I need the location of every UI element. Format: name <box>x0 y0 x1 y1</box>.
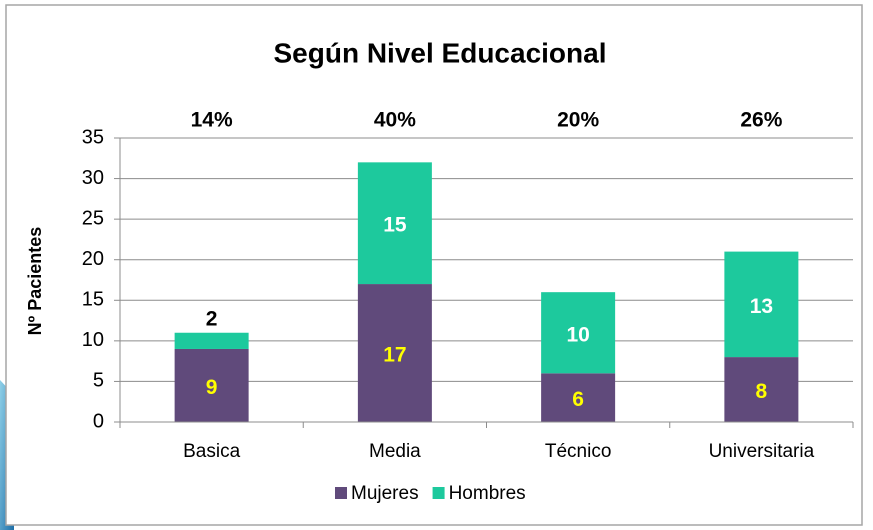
chart-title: Según Nivel Educacional <box>274 37 607 68</box>
percent-annotation: 40% <box>374 109 416 132</box>
x-tick-label: Técnico <box>545 441 612 462</box>
data-label: 2 <box>206 307 218 330</box>
data-label: 8 <box>756 380 768 403</box>
bar-segment <box>357 284 432 422</box>
bar-segment <box>174 332 249 349</box>
y-axis-label: Nº Pacientes <box>25 227 45 336</box>
y-tick-label: 20 <box>82 248 104 270</box>
data-label: 13 <box>750 295 773 318</box>
percent-annotation: 20% <box>557 109 599 132</box>
x-tick-label: Universitaria <box>709 441 815 462</box>
y-tick-label: 35 <box>82 126 104 148</box>
legend-swatch <box>335 487 347 499</box>
data-label: 9 <box>206 376 218 399</box>
legend-label: Mujeres <box>351 483 419 504</box>
data-label: 6 <box>572 388 584 411</box>
chart-frame <box>5 4 863 526</box>
y-tick-label: 15 <box>82 289 104 311</box>
legend-label: Hombres <box>449 483 526 504</box>
y-tick-label: 30 <box>82 167 104 189</box>
percent-annotation: 26% <box>740 109 782 132</box>
y-tick-label: 25 <box>82 207 104 229</box>
bar-segment <box>724 251 799 358</box>
data-label: 15 <box>383 214 407 237</box>
x-tick-label: Media <box>369 441 421 462</box>
y-tick-label: 5 <box>93 370 104 392</box>
y-tick-label: 10 <box>82 329 104 351</box>
bar-segment <box>724 357 799 422</box>
bar-segment <box>541 292 616 374</box>
legend-swatch <box>432 487 445 499</box>
bar-segment <box>541 373 616 422</box>
x-tick-label: Basica <box>183 441 240 462</box>
data-label: 17 <box>383 344 406 367</box>
percent-annotation: 14% <box>191 109 233 132</box>
bar-segment <box>174 348 249 422</box>
bar-segment <box>357 162 432 285</box>
data-label: 10 <box>566 323 589 346</box>
y-tick-label: 0 <box>93 410 104 432</box>
